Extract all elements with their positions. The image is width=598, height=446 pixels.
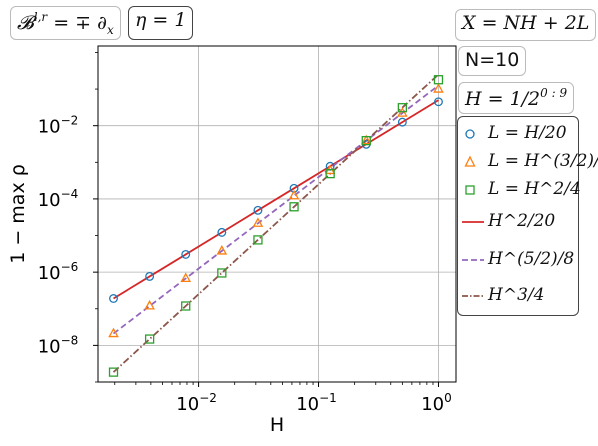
legend-label: L = H/20 <box>488 123 567 143</box>
triangle-marker <box>144 299 155 310</box>
circle-marker <box>145 272 155 281</box>
circle-marker <box>181 249 191 259</box>
triangle-marker <box>397 107 408 117</box>
legend-item-l-h32-8: L = H^(3/2)/8 <box>458 149 598 175</box>
circle-marker <box>109 294 118 303</box>
legend: L = H/20 L = H^(3/2)/8 L = H^2/4 H^2/20 … <box>457 116 598 316</box>
legend-label: H^2/20 <box>488 211 556 231</box>
dashdot-line-icon <box>462 295 484 297</box>
y-tick-label: 10−4 <box>38 187 79 211</box>
plot-frame <box>97 45 457 383</box>
n-box: N=10 <box>458 46 527 76</box>
square-marker-icon <box>465 185 475 195</box>
h-formula: H = 1/2 <box>465 88 541 110</box>
x-tick-label: 10−1 <box>296 391 337 415</box>
square-marker <box>433 75 444 85</box>
ticks: 10−2 10−1 100 10−8 10−6 10−4 10−2 <box>38 52 452 415</box>
boundary-condition-box: 𝓑l,r = ∓ ∂x <box>10 6 121 40</box>
boundary-operator: 𝓑 <box>17 12 34 34</box>
square-marker <box>361 136 371 146</box>
circle-marker <box>434 97 443 107</box>
square-marker <box>289 202 299 212</box>
h-formula-box: H = 1/20 : 9 <box>458 82 575 114</box>
legend-item-h3-4: H^3/4 <box>458 283 578 309</box>
square-marker <box>325 168 335 179</box>
circle-marker <box>397 117 407 127</box>
domain-formula: X = NH + 2L <box>462 12 590 34</box>
circle-marker <box>217 227 227 237</box>
x-axis-label: H <box>270 414 284 436</box>
plot-area <box>98 46 456 382</box>
solid-line-icon <box>462 221 484 223</box>
y-tick-label: 10−6 <box>38 260 79 284</box>
dashed-line-icon <box>462 259 484 261</box>
domain-formula-box: X = NH + 2L <box>455 9 597 41</box>
n-label: N=10 <box>465 49 520 71</box>
y-axis-label: 1 − max ρ <box>7 164 29 264</box>
square-marker <box>181 301 191 311</box>
legend-label: L = H^(3/2)/8 <box>488 151 598 171</box>
series-line <box>113 99 439 300</box>
x-tick-label: 100 <box>421 391 452 415</box>
series-layer <box>108 73 444 377</box>
series-line <box>112 84 440 335</box>
square-marker <box>217 268 227 278</box>
circle-marker <box>253 205 263 215</box>
square-marker <box>144 334 155 344</box>
triangle-marker <box>433 83 444 93</box>
boundary-subscript: x <box>106 22 114 37</box>
triangle-marker-icon <box>464 155 476 167</box>
eta-label: η = 1 <box>135 9 187 31</box>
legend-item-l-h2-4: L = H^2/4 <box>458 177 581 203</box>
y-tick-label: 10−8 <box>38 333 79 357</box>
legend-item-h52-8: H^(5/2)/8 <box>458 247 578 273</box>
triangle-marker <box>252 217 264 227</box>
series-line <box>112 73 440 373</box>
h-superscript: 0 : 9 <box>540 86 568 100</box>
legend-item-l-h-20: L = H/20 <box>458 121 578 147</box>
legend-label: H^3/4 <box>488 285 545 305</box>
triangle-marker <box>180 272 192 283</box>
x-tick-label: 10−2 <box>176 391 217 415</box>
triangle-marker <box>216 244 228 255</box>
triangle-marker <box>288 189 300 200</box>
square-marker <box>253 235 263 245</box>
legend-label: L = H^2/4 <box>488 179 581 199</box>
square-marker <box>397 103 408 113</box>
eta-box: η = 1 <box>128 6 194 40</box>
boundary-rest: = ∓ ∂ <box>47 12 107 34</box>
y-tick-label: 10−2 <box>38 114 79 138</box>
legend-label: H^(5/2)/8 <box>488 249 575 269</box>
square-marker <box>108 367 119 377</box>
boundary-superscript: l,r <box>33 10 48 24</box>
legend-item-h2-20: H^2/20 <box>458 209 578 235</box>
circle-marker-icon <box>465 129 475 139</box>
triangle-marker <box>360 134 372 145</box>
triangle-marker <box>108 327 119 338</box>
